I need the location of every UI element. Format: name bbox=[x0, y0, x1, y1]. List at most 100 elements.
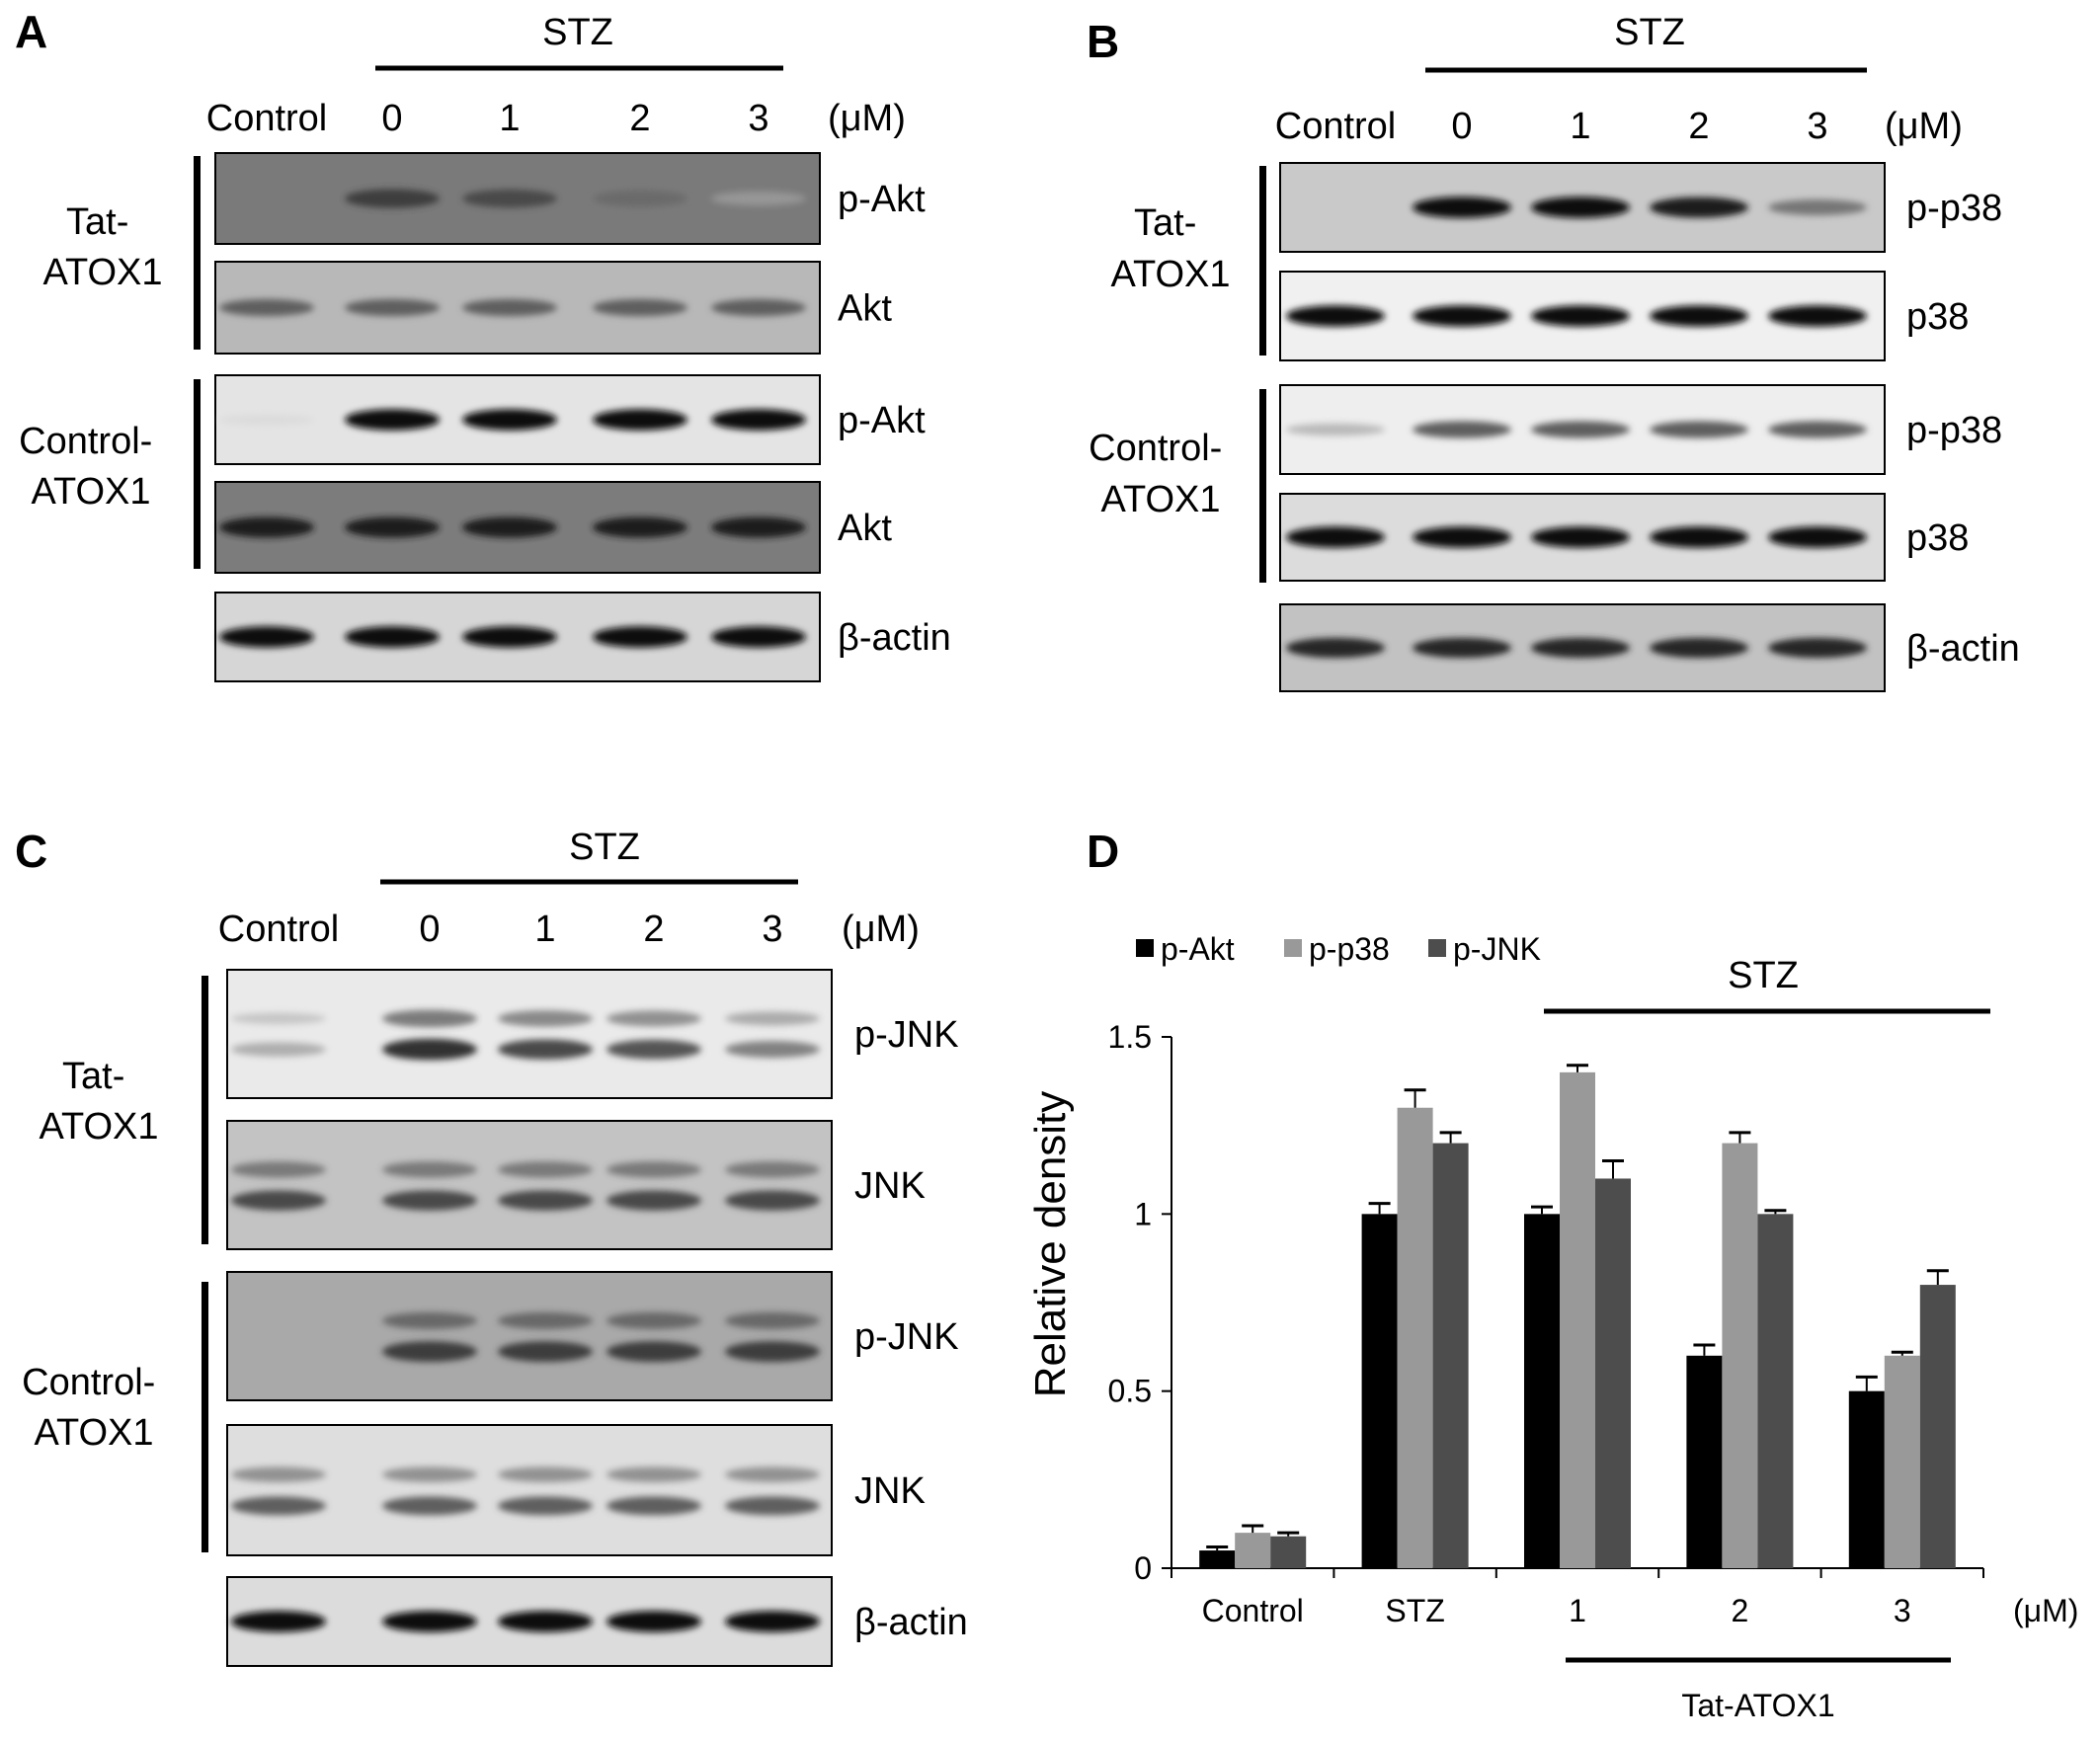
blot-band-upper bbox=[725, 1311, 820, 1329]
blot-band-upper bbox=[725, 1011, 820, 1026]
blots-a: p-Akt Akt p-Akt Akt β-actin bbox=[214, 152, 951, 682]
bar-p-akt bbox=[1686, 1355, 1723, 1568]
bar-p-jnk bbox=[1919, 1285, 1956, 1568]
legend-label: p-p38 bbox=[1309, 931, 1390, 967]
blot-band bbox=[1413, 305, 1511, 327]
panel-d: D p-Akt p-p38 p-JNK STZ Relative density 0… bbox=[1026, 826, 2078, 1723]
x-tick-label: 3 bbox=[1894, 1593, 1911, 1628]
group-label-line: Control- bbox=[19, 421, 152, 462]
panel-letter-c: C bbox=[15, 826, 47, 877]
blot-band-upper bbox=[498, 1466, 593, 1482]
blot-label: p-Akt bbox=[838, 179, 926, 220]
blot-band bbox=[593, 409, 687, 431]
blot-band bbox=[219, 516, 314, 538]
blot-membrane bbox=[226, 1271, 833, 1401]
lane-label: 3 bbox=[762, 909, 782, 950]
treatment-label-b: STZ bbox=[1614, 12, 1685, 53]
lane-label: 3 bbox=[748, 98, 768, 139]
group-label-line: Tat- bbox=[1134, 202, 1196, 244]
blot-band-upper bbox=[498, 1161, 593, 1178]
bar-p-jnk bbox=[1270, 1536, 1307, 1568]
blot-label: β-actin bbox=[1906, 628, 2020, 670]
group-label-line: ATOX1 bbox=[1100, 479, 1220, 520]
panel-c: C STZ Control 0 1 2 3 (μM) Tat- ATOX1 Co… bbox=[15, 826, 968, 1667]
panel-b: B STZ Control 0 1 2 3 (μM) Tat- ATOX1 Co… bbox=[1087, 12, 2020, 692]
blot-band bbox=[593, 516, 687, 538]
blot-strip: Akt bbox=[214, 481, 892, 574]
blot-band bbox=[462, 189, 557, 208]
blot-band bbox=[725, 1611, 820, 1632]
blot-label: p-JNK bbox=[854, 1014, 959, 1056]
blot-label: JNK bbox=[854, 1470, 926, 1512]
blot-band bbox=[711, 516, 806, 538]
blot-band-upper bbox=[231, 1466, 326, 1482]
bar-p-jnk bbox=[1757, 1214, 1794, 1568]
group-bracket-control-c bbox=[202, 1282, 208, 1552]
blots-c: p-JNK JNK p-JNK JNK β-actin bbox=[226, 969, 968, 1667]
group-label-control-b: Control- ATOX1 bbox=[1089, 428, 1233, 520]
blot-band-upper bbox=[231, 1161, 326, 1178]
blot-band bbox=[593, 190, 687, 207]
blot-band bbox=[725, 1041, 820, 1059]
legend-swatch bbox=[1428, 939, 1446, 957]
blot-strip: p-p38 bbox=[1279, 384, 2002, 475]
group-label-line: Tat- bbox=[66, 201, 128, 243]
lane-label: 2 bbox=[629, 98, 650, 139]
unit-label: (μM) bbox=[1885, 106, 1963, 147]
blot-strip: p-Akt bbox=[214, 152, 926, 245]
legend-item: p-Akt bbox=[1136, 931, 1235, 967]
unit-label: (μM) bbox=[842, 909, 920, 950]
legend-item: p-p38 bbox=[1284, 931, 1390, 967]
x-tick-label: STZ bbox=[1385, 1593, 1444, 1628]
blot-band bbox=[462, 409, 557, 431]
bar-p-p38 bbox=[1235, 1533, 1271, 1568]
group-bracket-tat-a bbox=[194, 156, 201, 350]
blot-band-upper bbox=[606, 1311, 701, 1329]
treatment-label-a: STZ bbox=[542, 12, 613, 53]
chart-bars bbox=[1199, 1064, 1956, 1568]
x-tick-label: 2 bbox=[1732, 1593, 1749, 1628]
blot-band bbox=[498, 1039, 593, 1060]
blot-strip: JNK bbox=[226, 1120, 926, 1250]
blot-label: β-actin bbox=[854, 1602, 968, 1643]
blot-band-upper bbox=[382, 1466, 477, 1482]
blot-band-upper bbox=[382, 1161, 477, 1178]
blot-band bbox=[231, 1611, 326, 1632]
blot-label: β-actin bbox=[838, 617, 951, 659]
blot-band-upper bbox=[231, 1012, 326, 1025]
y-tick-label: 1.5 bbox=[1108, 1019, 1152, 1055]
blot-band bbox=[711, 298, 806, 317]
blot-band bbox=[345, 298, 440, 317]
blot-band bbox=[711, 626, 806, 648]
blot-strip: β-actin bbox=[1279, 603, 2020, 692]
panel-a: A STZ Control 0 1 2 3 (μM) Tat- ATOX1 Co… bbox=[15, 6, 951, 682]
lane-label: 3 bbox=[1807, 106, 1827, 147]
blot-band-upper bbox=[382, 1311, 477, 1329]
lane-label: 1 bbox=[1570, 106, 1590, 147]
group-label-line: ATOX1 bbox=[42, 252, 162, 293]
blots-b: p-p38 p38 p-p38 p38 β-actin bbox=[1279, 162, 2020, 692]
lane-label: 1 bbox=[499, 98, 520, 139]
group-label-control-c: Control- ATOX1 bbox=[22, 1362, 166, 1454]
blot-band bbox=[725, 1341, 820, 1363]
blot-band bbox=[1413, 526, 1511, 548]
blot-band-upper bbox=[725, 1161, 820, 1178]
group-label-tat-a: Tat- ATOX1 bbox=[42, 201, 162, 293]
group-label-line: ATOX1 bbox=[1110, 254, 1230, 295]
lane-label: 2 bbox=[1688, 106, 1709, 147]
blot-band bbox=[1650, 637, 1748, 659]
blot-band bbox=[1650, 526, 1748, 548]
blot-band bbox=[1650, 197, 1748, 218]
x-unit-label: (μM) bbox=[2013, 1593, 2078, 1628]
group-label-line: Control- bbox=[22, 1362, 155, 1403]
blot-strip: JNK bbox=[226, 1424, 926, 1556]
panel-letter-d: D bbox=[1087, 826, 1119, 877]
bar-p-jnk bbox=[1432, 1143, 1469, 1568]
blot-band bbox=[1650, 305, 1748, 327]
blot-band bbox=[711, 191, 806, 206]
y-tick-label: 1 bbox=[1134, 1196, 1152, 1231]
blot-strip: p-p38 bbox=[1279, 162, 2002, 253]
blot-band bbox=[1768, 305, 1867, 327]
blot-band bbox=[606, 1190, 701, 1211]
lane-label: 0 bbox=[419, 909, 440, 950]
